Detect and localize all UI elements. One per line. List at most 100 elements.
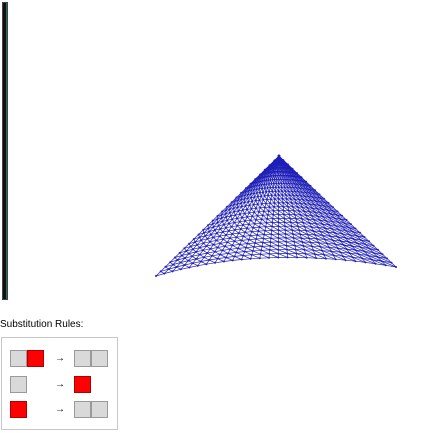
mesh-node [224, 212, 227, 215]
mesh-node [279, 170, 282, 173]
mesh-edge [212, 219, 218, 225]
mesh-node [212, 236, 215, 239]
mesh-node [262, 198, 265, 201]
mesh-node [263, 233, 266, 236]
mesh-edge [356, 242, 366, 245]
mesh-edge [250, 257, 260, 260]
mesh-node [360, 239, 363, 242]
mesh-node [271, 221, 274, 224]
mesh-edge [255, 238, 263, 243]
mesh-edge [333, 254, 343, 257]
mesh-node [172, 263, 174, 266]
mesh-node [274, 174, 277, 177]
mesh-edge [278, 214, 285, 219]
mesh-edge [343, 244, 356, 251]
mesh-node [364, 243, 367, 246]
mesh-node [390, 261, 393, 264]
mesh-node [294, 190, 297, 193]
mesh-node [277, 209, 280, 212]
mesh-node [255, 177, 258, 180]
mesh-node [308, 222, 311, 225]
mesh-edge [212, 215, 218, 221]
mesh-node [292, 194, 295, 197]
mesh-edge [302, 199, 310, 205]
mesh-node [304, 191, 307, 194]
mesh-node [249, 219, 252, 222]
mesh-edge [203, 224, 209, 231]
mesh-node [235, 196, 238, 199]
mesh-edge [222, 248, 231, 251]
mesh-edge [294, 245, 305, 251]
mesh-edge [289, 194, 295, 200]
mesh-node [332, 206, 334, 209]
mesh-edge [284, 218, 291, 223]
mesh-node [243, 250, 246, 253]
mesh-node [263, 187, 266, 190]
mesh-node [256, 214, 259, 217]
mesh-node [304, 202, 307, 205]
mesh-node [274, 190, 277, 193]
mesh-edge [241, 240, 248, 244]
mesh-node [323, 197, 325, 200]
mesh-node [235, 251, 238, 254]
mesh-node [260, 202, 263, 205]
mesh-node [260, 218, 263, 221]
mesh-node [265, 190, 268, 193]
mesh-node [262, 191, 264, 194]
mesh-edge [317, 208, 326, 214]
mesh-edge [323, 205, 333, 212]
mesh-node [210, 233, 212, 236]
mesh-node [258, 199, 261, 202]
mesh-edge [234, 228, 241, 231]
mesh-edge [217, 245, 225, 248]
mesh-node [298, 176, 301, 178]
mesh-node [215, 239, 218, 242]
mesh-edge [377, 249, 383, 255]
mesh-edge [349, 252, 363, 259]
mesh-edge [364, 251, 374, 254]
mesh-edge [320, 212, 330, 218]
mesh-node [194, 241, 197, 243]
mesh-edge [381, 260, 392, 264]
mesh-edge [270, 237, 279, 243]
mesh-edge [356, 235, 370, 242]
mesh-node [306, 199, 309, 202]
mesh-node [169, 261, 172, 264]
mesh-edge [180, 257, 186, 263]
mesh-node [275, 178, 278, 181]
mesh-node [345, 248, 348, 251]
mesh-node [244, 187, 247, 190]
mesh-edge [355, 260, 366, 263]
mesh-edge [346, 219, 352, 225]
mesh-node [228, 222, 230, 225]
mesh-node [277, 256, 280, 259]
mesh-edge [367, 255, 382, 262]
mesh-edge [299, 187, 306, 193]
mesh-node [354, 249, 357, 252]
mesh-node [288, 194, 291, 197]
mesh-edge [296, 195, 304, 200]
mesh-node [330, 227, 333, 230]
mesh-node [312, 249, 315, 252]
mesh-edge [334, 217, 345, 224]
mesh-edge [217, 211, 223, 217]
mesh-edge [217, 217, 222, 223]
mesh-node [292, 171, 295, 174]
mesh-node [302, 198, 304, 201]
mesh-edge [296, 202, 303, 208]
mesh-node [231, 259, 234, 262]
mesh-edge [346, 248, 359, 255]
mesh-edge [294, 241, 304, 247]
mesh-edge [373, 252, 388, 259]
mesh-edge [359, 232, 365, 238]
mesh-edge [301, 218, 310, 224]
mesh-edge [353, 238, 362, 241]
mesh-edge [247, 242, 256, 244]
mesh-node [328, 246, 331, 249]
mesh-node [298, 210, 300, 212]
mesh-edge [386, 258, 392, 263]
mesh-node [267, 175, 270, 178]
mesh-edge [252, 250, 261, 255]
mesh-node [247, 186, 250, 189]
